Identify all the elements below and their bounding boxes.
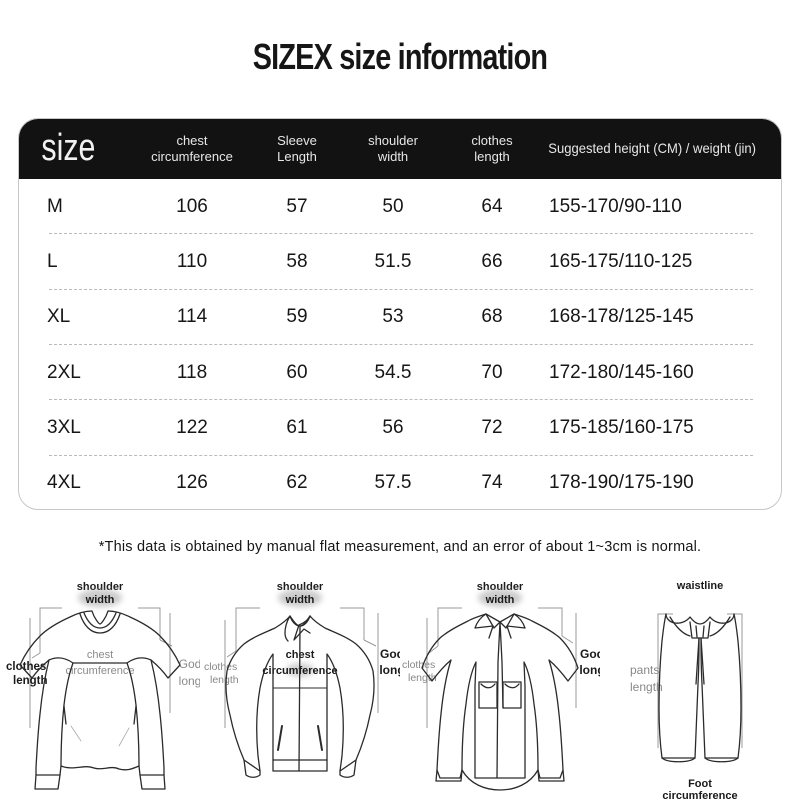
svg-text:width: width bbox=[285, 594, 315, 606]
svg-text:waistline: waistline bbox=[676, 580, 723, 592]
svg-text:length: length bbox=[630, 680, 663, 694]
svg-text:width: width bbox=[485, 594, 515, 606]
svg-text:long: long bbox=[179, 674, 200, 688]
svg-text:circumference: circumference bbox=[65, 665, 134, 677]
svg-text:clothes: clothes bbox=[204, 661, 237, 673]
svg-text:clothes: clothes bbox=[402, 659, 435, 671]
svg-text:Foot: Foot bbox=[688, 778, 712, 790]
svg-text:God: God bbox=[580, 647, 600, 661]
svg-text:God: God bbox=[380, 647, 400, 661]
svg-text:length: length bbox=[408, 672, 437, 684]
svg-text:chest: chest bbox=[87, 649, 113, 661]
svg-text:pants: pants bbox=[630, 663, 659, 677]
svg-text:width: width bbox=[85, 594, 115, 606]
svg-text:God: God bbox=[179, 657, 200, 671]
svg-text:long: long bbox=[579, 663, 600, 677]
svg-text:length: length bbox=[210, 674, 239, 686]
svg-text:circumference: circumference bbox=[662, 790, 737, 800]
svg-text:long: long bbox=[379, 663, 400, 677]
